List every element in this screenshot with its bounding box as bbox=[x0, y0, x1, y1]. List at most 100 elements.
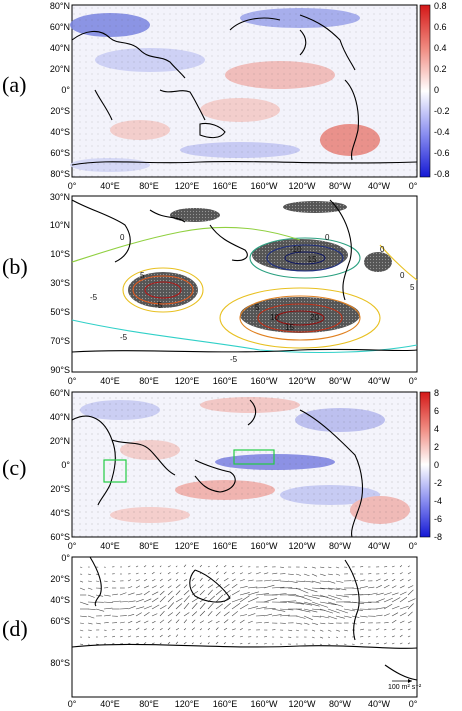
lon-tick: 40°W bbox=[368, 181, 391, 191]
lat-tick: 60°N bbox=[50, 22, 70, 32]
flux-vector bbox=[167, 619, 172, 624]
flux-vector bbox=[383, 642, 387, 645]
flux-vector bbox=[223, 611, 230, 617]
contour-label: -10 bbox=[290, 245, 302, 254]
lat-axis-a: 80°N 60°N 40°N 20°N 0° 20°S 40°S 60°S 80… bbox=[50, 1, 71, 179]
flux-vector bbox=[191, 627, 195, 631]
box-central-pacific bbox=[233, 449, 275, 465]
lon-tick: 80°E bbox=[139, 699, 159, 709]
flux-vector bbox=[399, 596, 408, 603]
flux-vector bbox=[151, 579, 156, 582]
lat-tick: 20°S bbox=[50, 574, 70, 584]
flux-vector bbox=[247, 572, 252, 575]
coastlines-a bbox=[71, 14, 418, 166]
flux-vector bbox=[247, 606, 258, 610]
flux-vector bbox=[87, 622, 93, 625]
lat-tick: 30°S bbox=[50, 278, 70, 288]
flux-vector bbox=[383, 597, 393, 603]
flux-vector bbox=[335, 573, 341, 576]
flux-vector bbox=[375, 614, 383, 617]
flux-vector bbox=[343, 629, 348, 632]
flux-vector bbox=[87, 608, 96, 610]
flux-vector bbox=[311, 622, 318, 625]
lat-axis-d: 0° 20°S 40°S 60°S 80°S bbox=[50, 553, 70, 668]
lat-tick: 60°N bbox=[50, 388, 70, 398]
lon-tick: 120°E bbox=[175, 181, 200, 191]
flux-vector bbox=[319, 636, 324, 639]
flux-vector bbox=[151, 591, 159, 596]
panel-label-c: (c) bbox=[2, 455, 26, 480]
flux-vector bbox=[199, 590, 205, 596]
flux-vector bbox=[159, 610, 165, 617]
flux-vector bbox=[199, 610, 206, 617]
flux-vector bbox=[295, 587, 309, 594]
flux-vector bbox=[167, 585, 172, 589]
lat-tick: 80°S bbox=[50, 169, 70, 179]
flux-vector bbox=[263, 621, 269, 624]
flux-vector bbox=[191, 619, 196, 624]
lat-tick: 10°S bbox=[50, 249, 70, 259]
flux-vector bbox=[79, 615, 87, 618]
flux-vector bbox=[127, 592, 135, 596]
flux-vector bbox=[407, 565, 410, 568]
flux-vector bbox=[383, 592, 392, 596]
flux-vector bbox=[231, 583, 238, 589]
flux-vector bbox=[399, 612, 407, 617]
lon-tick: 40°E bbox=[100, 181, 120, 191]
flux-vector bbox=[103, 622, 109, 624]
flux-vector bbox=[383, 572, 388, 575]
flux-vector bbox=[135, 565, 139, 568]
flux-vector bbox=[87, 615, 95, 619]
flux-vector bbox=[167, 595, 175, 603]
lon-tick: 0° bbox=[68, 541, 77, 551]
contour-label: 5 bbox=[410, 283, 415, 292]
flux-vector bbox=[375, 607, 386, 610]
flux-vector bbox=[159, 585, 164, 589]
lat-tick: 80°N bbox=[50, 1, 70, 11]
flux-vector bbox=[295, 608, 311, 613]
flux-vector bbox=[127, 565, 131, 568]
flux-vector bbox=[199, 584, 204, 589]
flux-vectors-d bbox=[79, 564, 416, 645]
flux-vector bbox=[215, 571, 219, 575]
map-frame-b bbox=[71, 195, 418, 373]
lon-tick: 40°E bbox=[100, 699, 120, 709]
flux-vector bbox=[167, 641, 171, 645]
flux-vector bbox=[391, 573, 395, 575]
flux-vector bbox=[287, 580, 298, 583]
flux-vector bbox=[335, 629, 340, 632]
lon-tick: 0° bbox=[409, 376, 418, 386]
flux-vector bbox=[199, 577, 203, 582]
colorbar-tick: 0 bbox=[434, 85, 439, 95]
lat-tick: 0° bbox=[61, 553, 70, 563]
flux-vector bbox=[175, 597, 183, 603]
flux-vector bbox=[183, 572, 186, 575]
flux-vector bbox=[287, 601, 305, 605]
lat-tick: 50°S bbox=[50, 307, 70, 317]
flux-vector bbox=[375, 592, 384, 596]
lat-tick: 70°S bbox=[50, 336, 70, 346]
flux-vector bbox=[263, 643, 267, 645]
flux-vector bbox=[167, 627, 171, 631]
lat-tick: 40°S bbox=[50, 508, 70, 518]
flux-vector bbox=[263, 579, 272, 582]
coastlines-c bbox=[71, 399, 364, 538]
contour-label: 20 bbox=[310, 313, 319, 322]
lat-tick: 80°S bbox=[50, 658, 70, 668]
flux-vector bbox=[383, 613, 390, 617]
flux-vector bbox=[335, 587, 347, 591]
flux-vector bbox=[127, 635, 132, 638]
flux-vector bbox=[343, 643, 347, 645]
flux-vector bbox=[103, 580, 108, 582]
flux-vector bbox=[383, 584, 390, 589]
flux-vector bbox=[367, 643, 371, 645]
flux-vector bbox=[407, 642, 411, 645]
colorbar-tick: -2 bbox=[434, 478, 442, 488]
flux-vector bbox=[79, 643, 84, 645]
flux-vector bbox=[231, 572, 235, 575]
flux-vector bbox=[191, 584, 197, 589]
flux-vector bbox=[327, 629, 332, 632]
lat-tick: 20°S bbox=[50, 106, 70, 116]
lon-tick: 160°E bbox=[213, 376, 238, 386]
